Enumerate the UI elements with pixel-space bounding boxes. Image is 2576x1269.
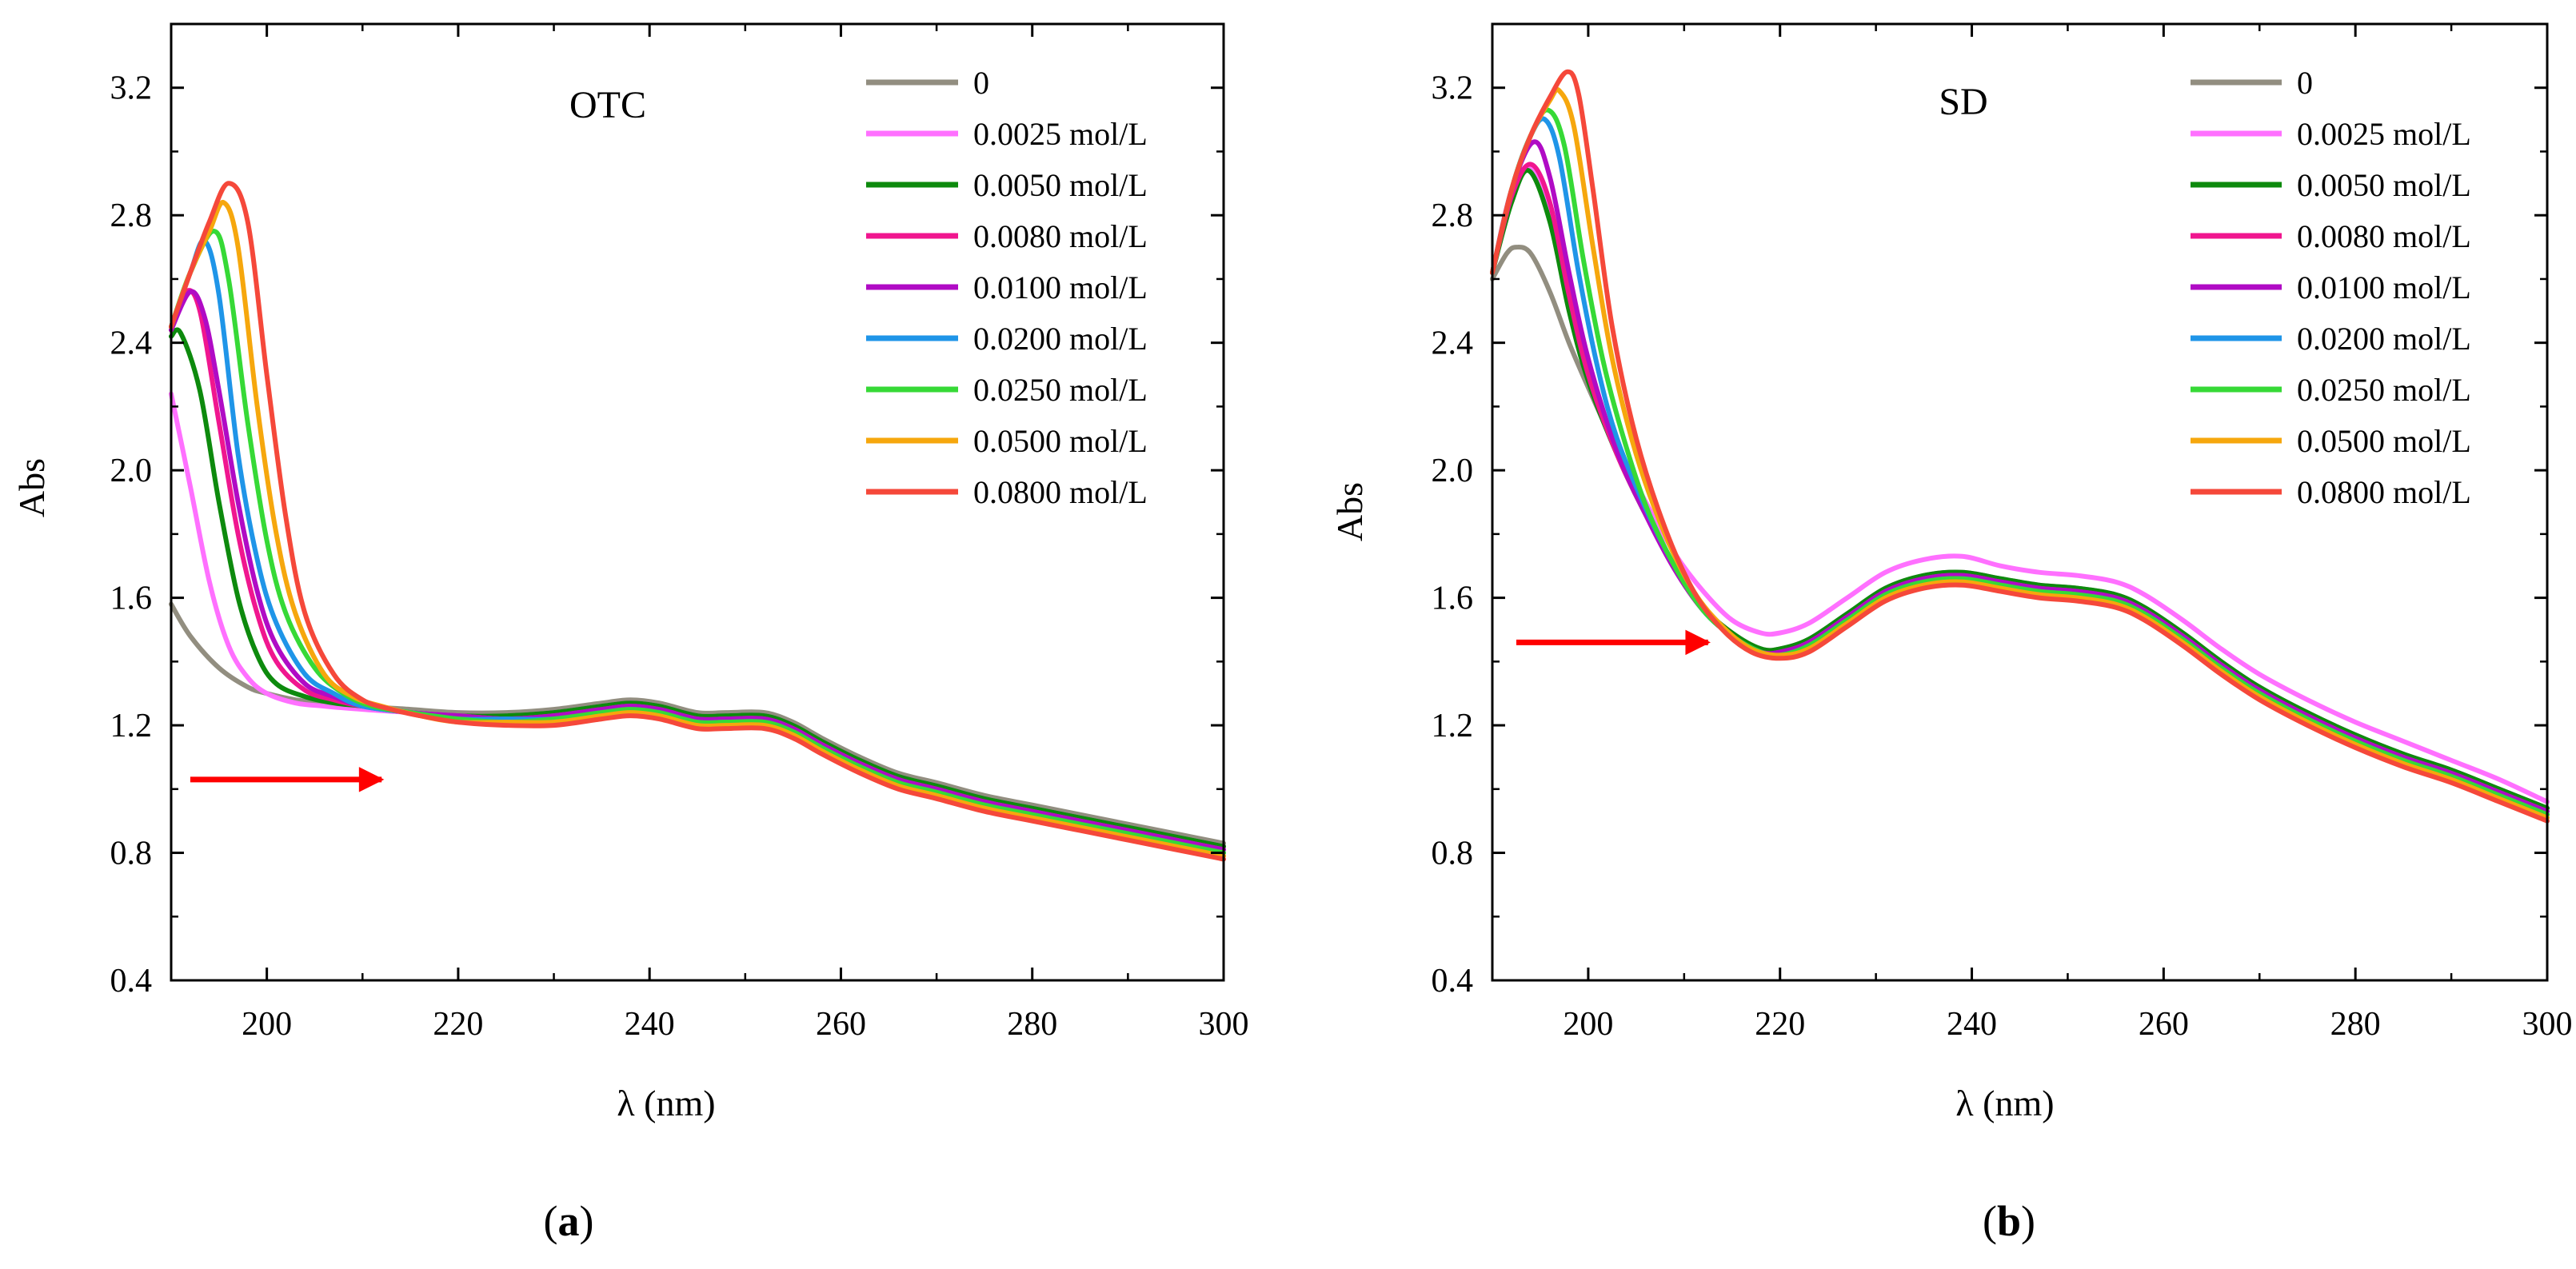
x-tick-label: 240 — [1947, 1006, 1997, 1043]
chart-title: SD — [1939, 81, 1987, 123]
y-tick-label: 0.4 — [110, 963, 153, 1000]
y-tick-label: 2.4 — [1432, 325, 1474, 362]
series-line-8 — [1490, 69, 2550, 824]
x-tick-label: 280 — [1007, 1006, 1057, 1043]
series-line-4 — [169, 289, 1226, 852]
x-axis-title: λ (nm) — [1955, 1083, 2054, 1123]
legend-item: 0 — [2191, 65, 2313, 101]
x-tick-label: 200 — [242, 1006, 292, 1043]
series-line-7 — [169, 200, 1226, 859]
legend-item: 0.0200 mol/L — [866, 321, 1148, 357]
legend-item: 0.0500 mol/L — [866, 423, 1148, 459]
series-line-4 — [1490, 139, 2550, 814]
x-tick-label: 280 — [2330, 1006, 2381, 1043]
x-axis-title: λ (nm) — [617, 1083, 715, 1123]
legend-item: 0.0100 mol/L — [866, 269, 1148, 305]
legend-item: 0.0800 mol/L — [2191, 474, 2471, 510]
panel-label-a: (a) — [544, 1197, 594, 1245]
legend-label: 0.0500 mol/L — [2297, 423, 2471, 459]
x-tick-label: 300 — [1199, 1006, 1249, 1043]
legend-label: 0.0080 mol/L — [973, 218, 1148, 254]
y-tick-label: 1.6 — [110, 581, 153, 617]
series-line-0 — [169, 601, 1226, 846]
legend-label: 0.0200 mol/L — [2297, 321, 2471, 357]
x-tick-label: 260 — [816, 1006, 866, 1043]
x-tick-label: 240 — [625, 1006, 675, 1043]
legend-label: 0.0050 mol/L — [2297, 167, 2471, 203]
series-line-6 — [1490, 107, 2550, 817]
x-tick-label: 220 — [433, 1006, 483, 1043]
series-line-8 — [169, 181, 1226, 862]
y-tick-label: 1.2 — [1432, 708, 1474, 744]
x-tick-label: 200 — [1563, 1006, 1613, 1043]
legend-item: 0.0200 mol/L — [2191, 321, 2471, 357]
y-tick-label: 1.2 — [110, 708, 153, 744]
y-tick-label: 0.8 — [110, 836, 153, 872]
chart-panel-a: 200 220 240 260 280 300 0.4 0.8 1.2 1.6 2.0 2.4 2.8 3… — [11, 22, 1249, 1245]
y-tick-label: 2.4 — [110, 325, 153, 362]
panel-label-b: (b) — [1983, 1197, 2035, 1245]
x-tick-label: 260 — [2139, 1006, 2189, 1043]
legend-item: 0.0250 mol/L — [2191, 372, 2471, 408]
x-tick-label: 220 — [1755, 1006, 1805, 1043]
legend-label: 0.0080 mol/L — [2297, 218, 2471, 254]
legend-label: 0.0500 mol/L — [973, 423, 1148, 459]
y-tick-label: 2.0 — [110, 453, 153, 489]
legend-label: 0.0800 mol/L — [2297, 474, 2471, 510]
series-line-7 — [1490, 87, 2550, 820]
legend-label: 0.0800 mol/L — [973, 474, 1148, 510]
y-tick-label: 3.2 — [1432, 70, 1474, 107]
legend-item: 0.0050 mol/L — [2191, 167, 2471, 203]
legend-item: 0.0080 mol/L — [866, 218, 1148, 254]
chart-title: OTC — [569, 84, 646, 126]
legend-label: 0.0025 mol/L — [2297, 116, 2471, 152]
y-tick-label: 0.8 — [1432, 836, 1474, 872]
legend-label: 0.0250 mol/L — [2297, 372, 2471, 408]
y-tick-label: 1.6 — [1432, 581, 1474, 617]
series-line-6 — [169, 229, 1226, 856]
y-tick-label: 2.8 — [110, 198, 153, 234]
legend-label: 0.0025 mol/L — [973, 116, 1148, 152]
legend-item: 0.0800 mol/L — [866, 474, 1148, 510]
y-tick-label: 2.8 — [1432, 198, 1474, 234]
x-tick-label: 300 — [2522, 1006, 2573, 1043]
legend-item: 0.0500 mol/L — [2191, 423, 2471, 459]
y-axis-title: Abs — [1329, 482, 1370, 541]
series-line-2 — [169, 327, 1226, 849]
legend-item: 0.0025 mol/L — [2191, 116, 2471, 152]
legend-item: 0.0080 mol/L — [2191, 218, 2471, 254]
legend-item: 0.0250 mol/L — [866, 372, 1148, 408]
y-tick-label: 0.4 — [1432, 963, 1474, 1000]
legend-label: 0.0250 mol/L — [973, 372, 1148, 408]
legend-label: 0.0200 mol/L — [973, 321, 1148, 357]
y-tick-label: 3.2 — [110, 70, 153, 107]
y-tick-label: 2.0 — [1432, 453, 1474, 489]
y-axis-title: Abs — [11, 458, 52, 517]
legend-item: 0.0025 mol/L — [866, 116, 1148, 152]
plot-frame — [1491, 22, 2549, 982]
legend-label: 0 — [2297, 65, 2313, 101]
legend-label: 0.0100 mol/L — [973, 269, 1148, 305]
legend-item: 0 — [866, 65, 989, 101]
chart-panel-b: 200 220 240 260 280 300 0.4 0.8 1.2 1.6 2.0 2.4 2.8 3… — [1329, 22, 2573, 1245]
plot-frame — [170, 22, 1225, 982]
legend-item: 0.0100 mol/L — [2191, 269, 2471, 305]
legend-item: 0.0050 mol/L — [866, 167, 1148, 203]
legend-label: 0.0050 mol/L — [973, 167, 1148, 203]
legend-label: 0.0100 mol/L — [2297, 269, 2471, 305]
legend-label: 0 — [973, 65, 989, 101]
